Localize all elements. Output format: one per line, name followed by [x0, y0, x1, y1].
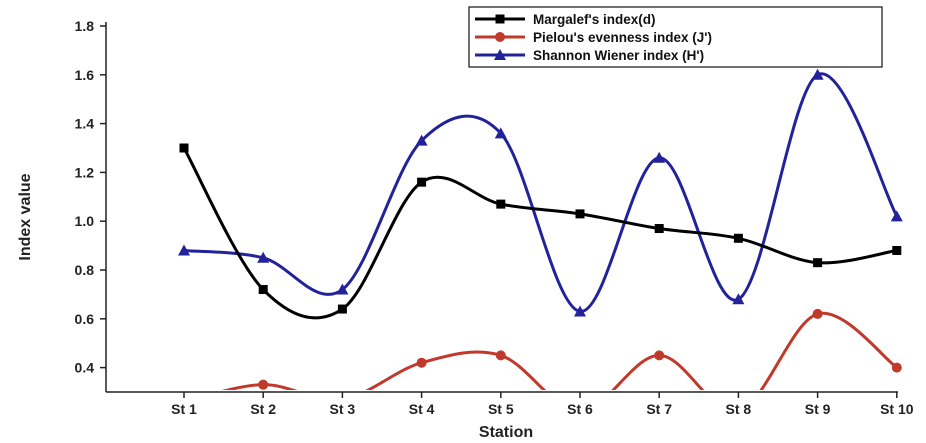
data-point: [891, 362, 902, 373]
data-point: [892, 245, 902, 255]
x-tick-label: St 3: [330, 401, 356, 417]
y-tick-label: 0.4: [75, 360, 95, 376]
series-group: [221, 308, 902, 390]
series-layer: [178, 68, 903, 390]
series-line: [221, 311, 899, 390]
y-tick-label: 0.6: [75, 311, 95, 327]
series-group: [178, 68, 903, 317]
axes: [105, 22, 898, 393]
x-tick-label: St 7: [646, 401, 672, 417]
data-point: [494, 127, 507, 139]
data-point: [654, 224, 664, 234]
x-tick-label: St 1: [171, 401, 197, 417]
data-point: [813, 258, 823, 268]
legend-box: [468, 6, 883, 68]
series-line: [182, 72, 899, 313]
data-point: [733, 233, 743, 243]
data-point: [416, 357, 427, 368]
y-tick-label: 1.4: [75, 116, 95, 132]
data-point: [575, 209, 585, 219]
data-point: [654, 350, 665, 361]
legend-label: Shannon Wiener index (H'): [533, 48, 704, 63]
y-tick-label: 1.0: [75, 213, 95, 229]
data-point: [258, 379, 269, 390]
x-tick-label: St 8: [726, 401, 752, 417]
data-point: [257, 251, 270, 263]
data-point: [179, 143, 189, 153]
data-point: [812, 308, 823, 319]
data-point: [811, 68, 824, 80]
x-tick-label: St 6: [567, 401, 593, 417]
legend: Margalef's index(d) Pielou's evenness ind…: [468, 6, 883, 68]
data-point: [653, 151, 666, 163]
x-tick-label: St 5: [488, 401, 514, 417]
data-point: [337, 304, 347, 314]
data-point: [732, 293, 745, 305]
data-point: [336, 283, 349, 295]
legend-swatch-marker: [495, 14, 505, 24]
x-ticks: St 1 St 2 St 3 St 4 St 5 St 6 St 7 St 8 St 9 St 1…: [171, 392, 914, 417]
data-point: [495, 350, 506, 361]
legend-swatch-marker: [495, 32, 505, 42]
x-tick-label: St 4: [409, 401, 435, 417]
y-tick-label: 1.6: [75, 67, 95, 83]
x-axis-title: Station: [479, 424, 533, 441]
data-point: [574, 305, 586, 317]
x-tick-label: St 9: [805, 401, 831, 417]
y-tick-label: 1.8: [75, 18, 95, 34]
data-point: [890, 210, 903, 222]
y-tick-label: 1.2: [75, 164, 95, 180]
x-tick-label: St 10: [880, 401, 914, 417]
y-axis-title: Index value: [17, 173, 34, 260]
data-point: [417, 177, 427, 187]
legend-label: Margalef's index(d): [533, 12, 655, 27]
legend-label: Pielou's evenness index (J'): [533, 30, 712, 45]
data-point: [258, 285, 268, 295]
y-ticks: 0.4 0.6 0.8 1.0 1.2 1.4 1.6 1.8: [75, 18, 106, 376]
x-tick-label: St 2: [250, 401, 276, 417]
y-tick-label: 0.8: [75, 262, 95, 278]
series-group: [179, 143, 902, 320]
data-point: [178, 244, 190, 256]
data-point: [496, 199, 506, 209]
legend-swatch-marker: [494, 49, 506, 60]
data-point: [415, 134, 428, 146]
